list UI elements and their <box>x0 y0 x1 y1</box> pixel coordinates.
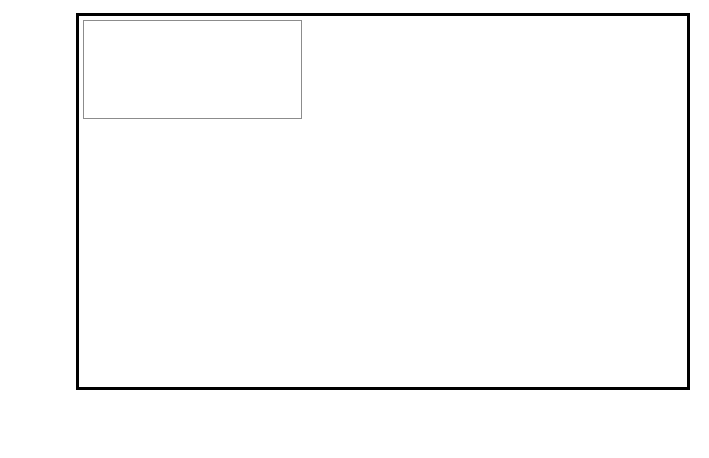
legend-swatch-series-3 <box>90 99 148 108</box>
legend-swatch-series-1 <box>90 33 148 42</box>
chart-legend <box>83 20 302 119</box>
plot-frame <box>76 13 690 390</box>
legend-item[interactable] <box>84 87 301 120</box>
legend-swatch-series-2 <box>90 66 148 75</box>
legend-item[interactable] <box>84 21 301 54</box>
legend-item[interactable] <box>84 54 301 87</box>
